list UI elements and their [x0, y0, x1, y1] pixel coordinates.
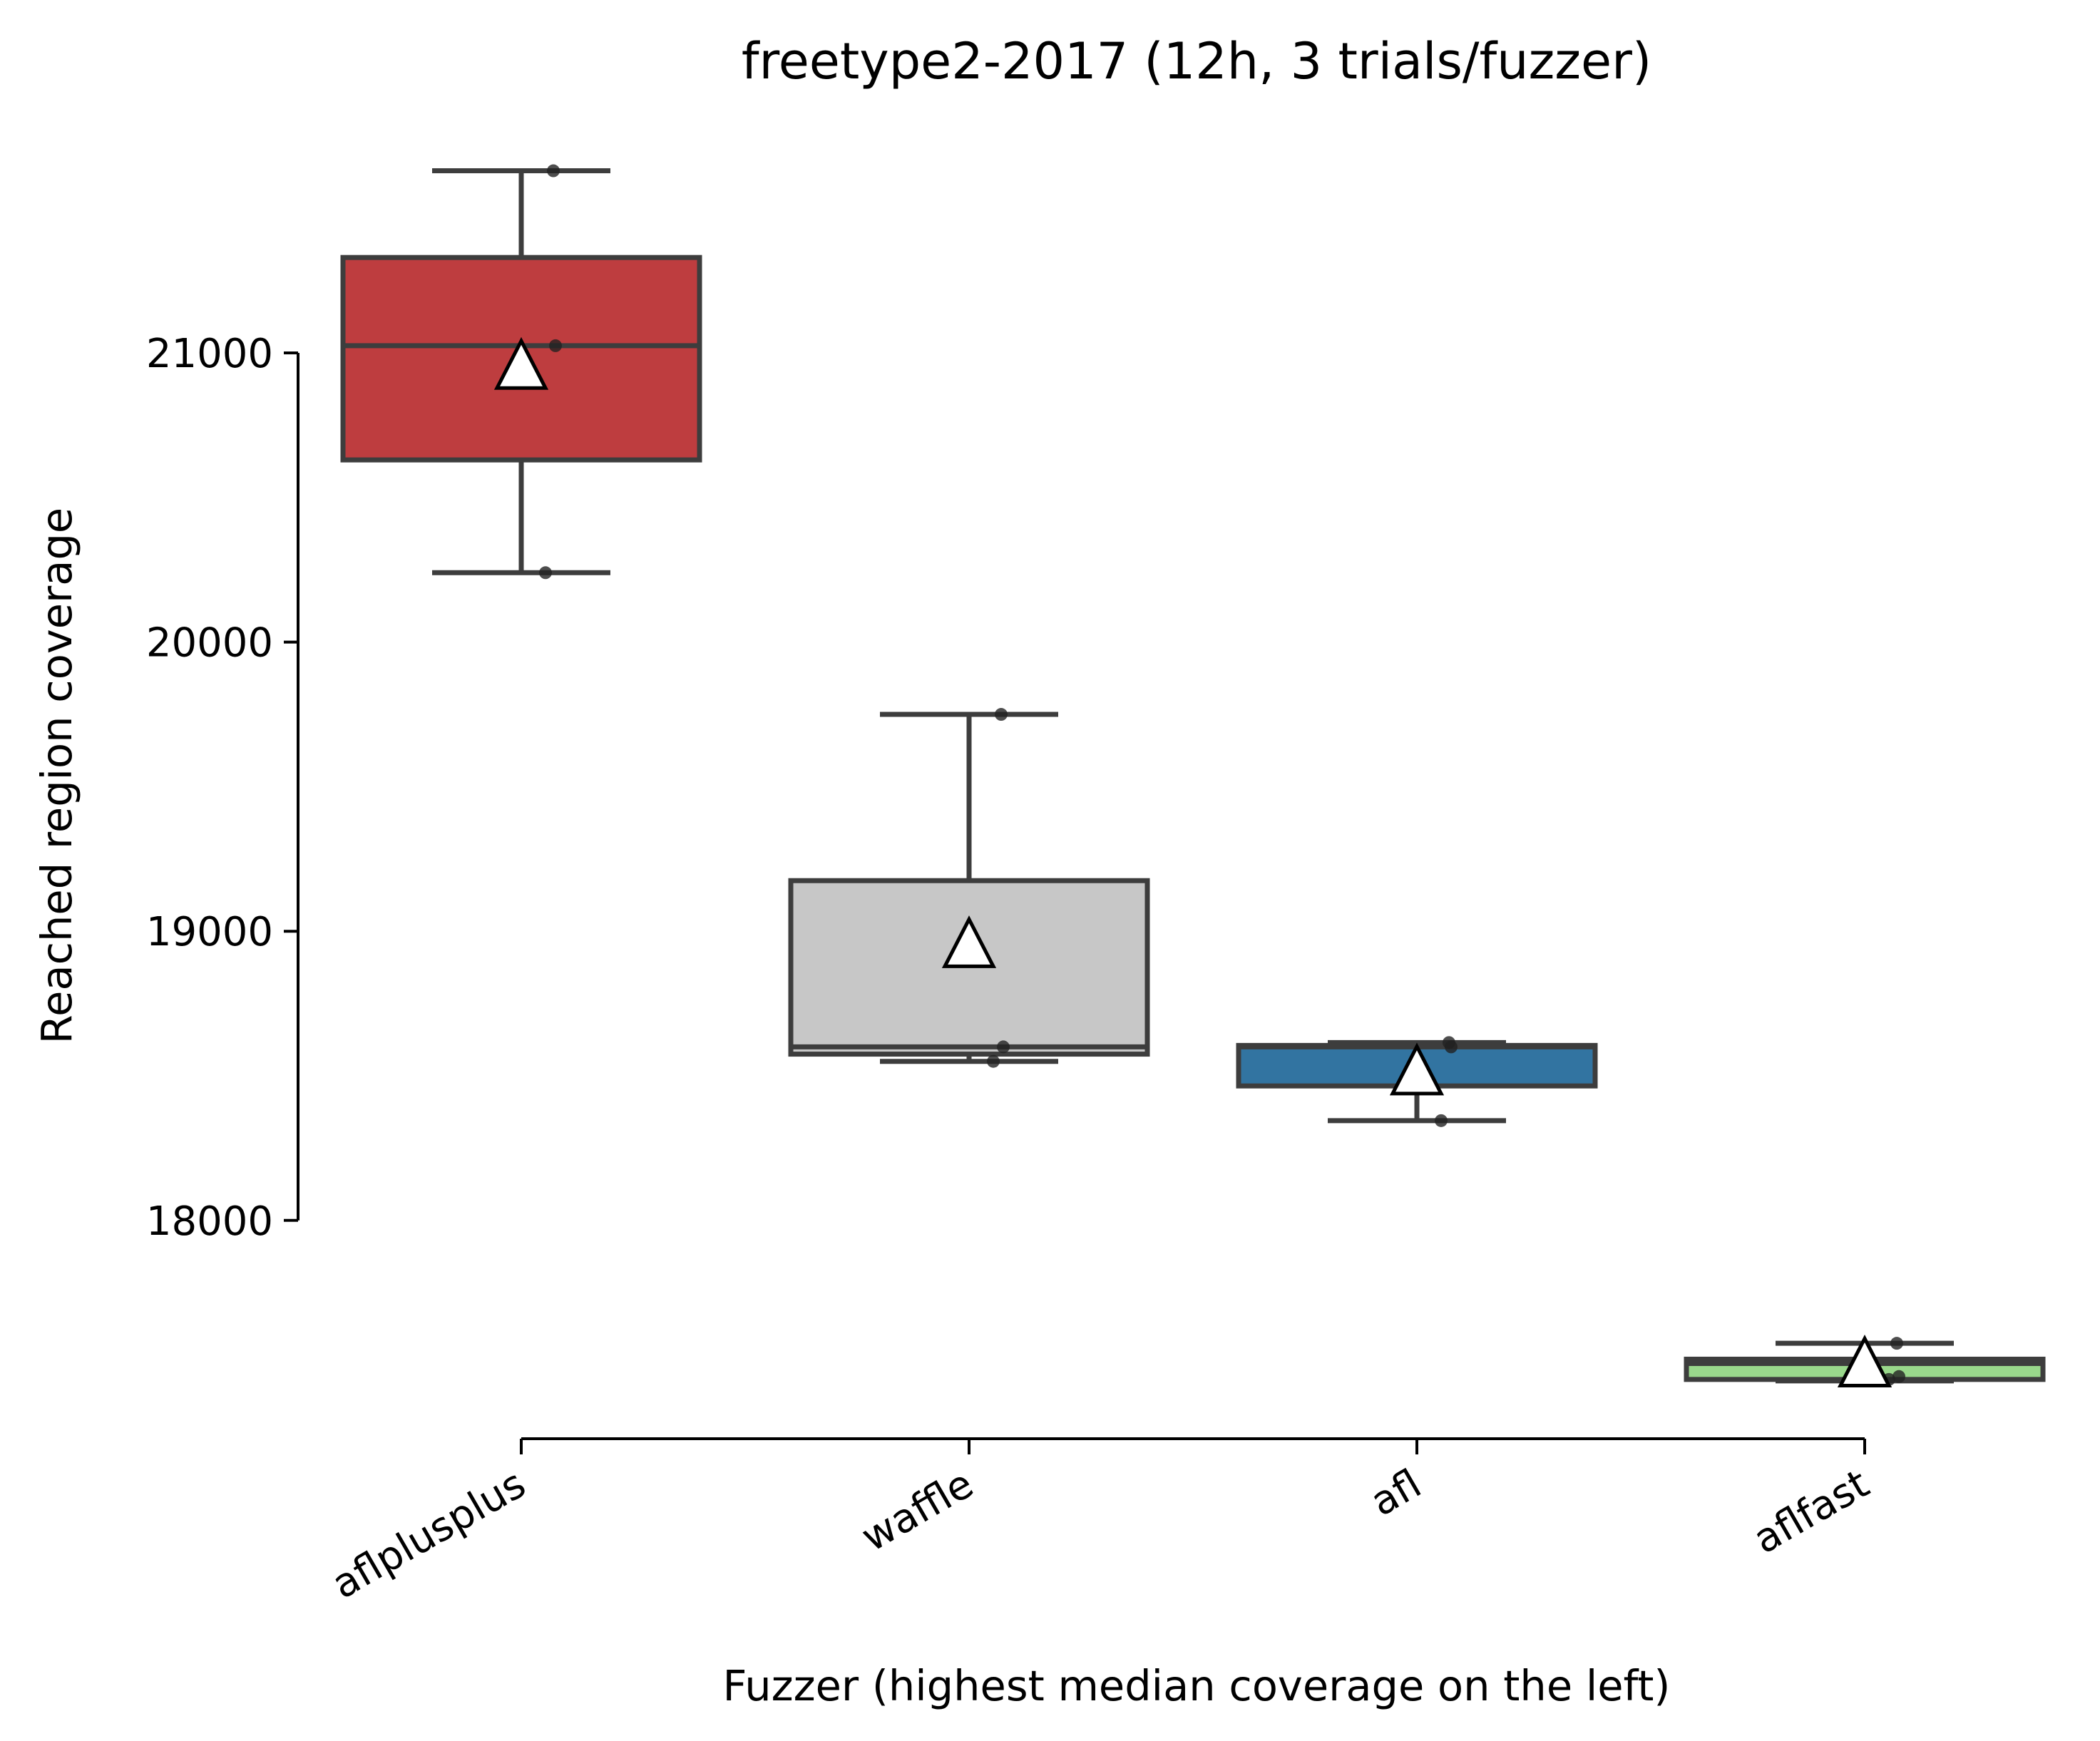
data-point [547, 164, 560, 178]
x-tick-label: afl [1363, 1461, 1429, 1526]
data-point [997, 1040, 1010, 1054]
x-axis-label: Fuzzer (highest median coverage on the l… [723, 1661, 1671, 1710]
data-point [539, 566, 552, 580]
y-axis-label: Reached region coverage [32, 508, 81, 1044]
data-point [1435, 1114, 1448, 1127]
x-tick-label: waffle [854, 1461, 981, 1561]
data-point [1892, 1370, 1905, 1383]
y-tick-label: 18000 [146, 1198, 273, 1245]
y-axis: 18000 19000 20000 21000 [146, 331, 299, 1245]
mean-marker [1837, 1335, 1892, 1388]
data-point [1890, 1337, 1903, 1350]
data-point [995, 708, 1008, 721]
y-tick-label: 21000 [146, 331, 273, 377]
data-point [987, 1054, 1000, 1068]
x-tick-label: aflfast [1746, 1461, 1877, 1563]
x-tick-label: aflplusplus [324, 1461, 533, 1608]
chart-title: freetype2-2017 (12h, 3 trials/fuzzer) [742, 32, 1651, 91]
data-point [549, 339, 562, 352]
mean-marker [941, 915, 997, 968]
x-axis: aflplusplus waffle afl aflfast [324, 1437, 1877, 1608]
y-tick-label: 19000 [146, 909, 273, 955]
box-aflfast [1684, 1335, 2046, 1388]
data-point [1445, 1040, 1458, 1054]
boxes [340, 164, 2046, 1388]
mean-marker [493, 337, 549, 390]
box-aflplusplus [340, 164, 702, 580]
y-tick-label: 20000 [146, 620, 273, 667]
box-waffle [788, 708, 1150, 1068]
mean-marker [1389, 1042, 1445, 1096]
box-afl [1236, 1036, 1598, 1127]
